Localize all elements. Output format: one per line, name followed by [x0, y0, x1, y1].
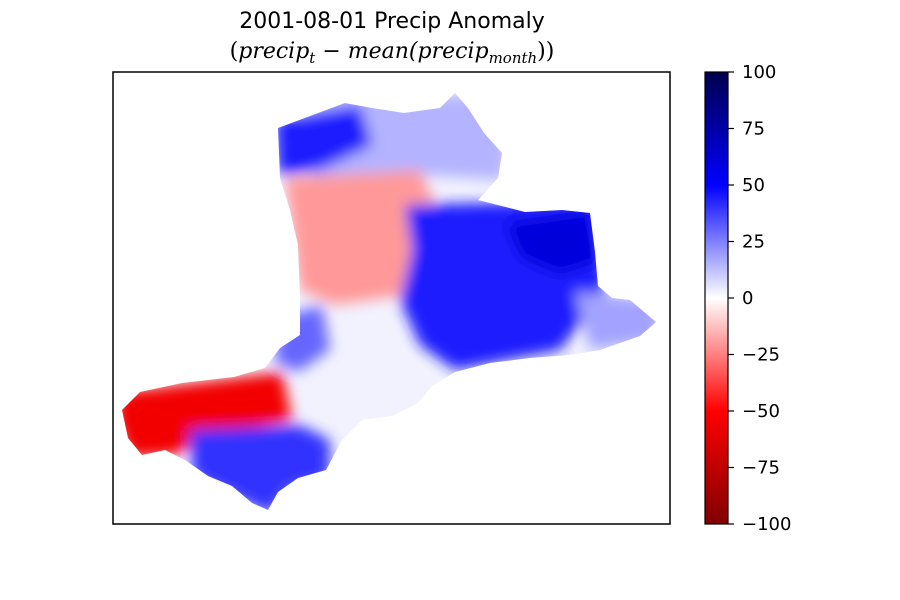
chart-subtitle: (precipt − mean(precipmonth))	[230, 39, 555, 67]
region-north-tip-strong-positive	[275, 105, 372, 175]
map-axes-frame	[112, 71, 671, 525]
subtitle-sub-t: t	[309, 49, 316, 67]
colorbar-tick-label: 100	[742, 62, 776, 83]
subtitle-minus: −	[315, 39, 347, 64]
subtitle-mean: mean(	[348, 39, 418, 64]
colorbar-gradient	[705, 72, 728, 524]
colorbar-tick-label: 25	[742, 232, 765, 253]
colorbar-tick-label: −50	[742, 401, 780, 422]
subtitle-precip: precip	[238, 39, 309, 64]
chart-title: 2001-08-01 Precip Anomaly	[239, 9, 545, 34]
colorbar-tick-label: 75	[742, 119, 765, 140]
region-east-peak-positive	[505, 210, 598, 275]
subtitle-open: (	[230, 39, 239, 64]
colorbar-tick-label: −25	[742, 345, 780, 366]
colorbar-tick-label: 50	[742, 175, 765, 196]
subtitle-precip-2: precip	[418, 39, 489, 64]
subtitle-close: ))	[537, 39, 554, 64]
colorbar-tick-label: −100	[742, 514, 791, 535]
colorbar-tick-label: 0	[742, 288, 753, 309]
subtitle-sub-month: month	[489, 49, 538, 67]
region-north-central-negative	[285, 170, 440, 305]
region-southwest-strong-negative	[122, 372, 292, 458]
colorbar-ticks: 100 75 50 25 0 −25 −50 −75 −100	[728, 62, 791, 535]
colorbar-tick-label: −75	[742, 458, 780, 479]
